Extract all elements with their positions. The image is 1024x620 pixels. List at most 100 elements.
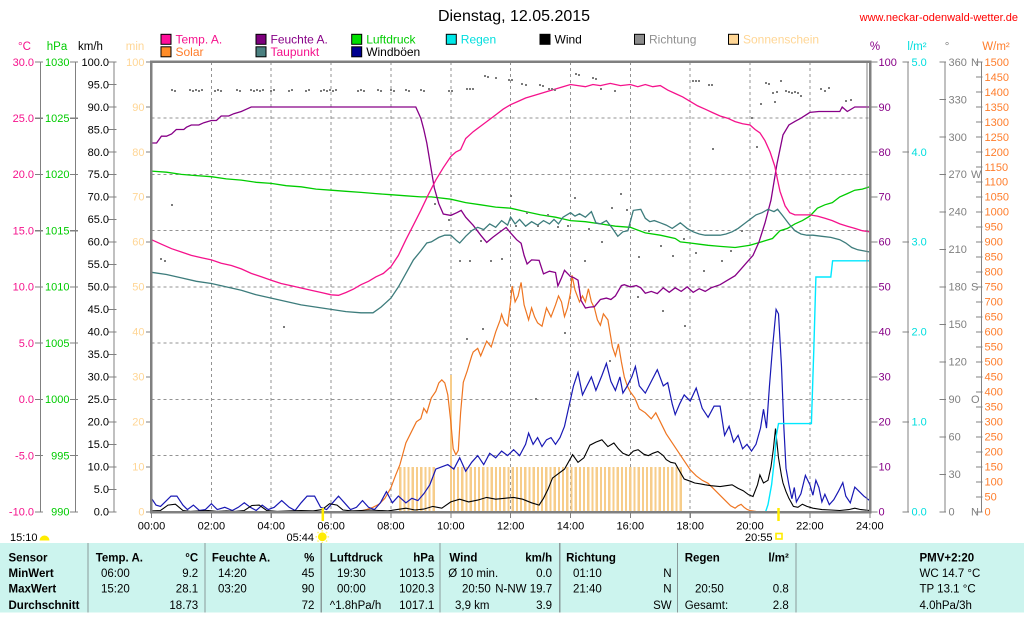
svg-text:0.0: 0.0 bbox=[19, 394, 34, 406]
svg-text:180: 180 bbox=[949, 282, 967, 294]
svg-text:30.0: 30.0 bbox=[13, 57, 34, 69]
svg-text:W: W bbox=[971, 169, 982, 181]
svg-text:120: 120 bbox=[949, 357, 967, 369]
svg-text:600: 600 bbox=[985, 327, 1003, 339]
svg-text:100: 100 bbox=[126, 57, 144, 69]
svg-text:250: 250 bbox=[985, 432, 1003, 444]
svg-text:Regen: Regen bbox=[461, 32, 496, 46]
svg-text:Sonnenschein: Sonnenschein bbox=[743, 32, 819, 46]
svg-text:°C: °C bbox=[185, 553, 198, 565]
svg-text:800: 800 bbox=[985, 267, 1003, 279]
svg-text:90: 90 bbox=[949, 394, 961, 406]
svg-text:1000: 1000 bbox=[45, 394, 69, 406]
svg-text:90: 90 bbox=[132, 102, 144, 114]
svg-text:06:00: 06:00 bbox=[101, 568, 130, 580]
svg-text:N: N bbox=[663, 568, 671, 580]
svg-text:min: min bbox=[126, 41, 145, 53]
svg-text:1005: 1005 bbox=[45, 338, 69, 350]
svg-text:06:00: 06:00 bbox=[317, 521, 345, 533]
svg-text:%: % bbox=[870, 41, 880, 53]
svg-text:20: 20 bbox=[132, 417, 144, 429]
svg-text:MaxWert: MaxWert bbox=[9, 584, 57, 596]
svg-text:2.8: 2.8 bbox=[773, 600, 789, 612]
svg-text:1025: 1025 bbox=[45, 113, 69, 125]
svg-text:60: 60 bbox=[949, 432, 961, 444]
svg-text:850: 850 bbox=[985, 252, 1003, 264]
svg-text:45.0: 45.0 bbox=[88, 304, 109, 316]
svg-text:1017.1: 1017.1 bbox=[399, 600, 434, 612]
svg-text:0: 0 bbox=[949, 507, 955, 519]
svg-text:1050: 1050 bbox=[985, 192, 1009, 204]
svg-text:70: 70 bbox=[132, 192, 144, 204]
svg-text:15:20: 15:20 bbox=[101, 584, 130, 596]
svg-text:100: 100 bbox=[879, 57, 897, 69]
svg-text:20:50: 20:50 bbox=[695, 584, 724, 596]
svg-text:5.0: 5.0 bbox=[94, 484, 109, 496]
svg-text:90: 90 bbox=[879, 102, 891, 114]
svg-text:hPa: hPa bbox=[47, 41, 68, 53]
svg-text:Sensor: Sensor bbox=[9, 553, 49, 565]
svg-text:4.0: 4.0 bbox=[912, 147, 927, 159]
svg-text:1450: 1450 bbox=[985, 72, 1009, 84]
svg-text:5.0: 5.0 bbox=[19, 338, 34, 350]
svg-text:10: 10 bbox=[132, 462, 144, 474]
svg-text:N: N bbox=[971, 507, 979, 519]
svg-text:3.0: 3.0 bbox=[912, 237, 927, 249]
svg-text:70: 70 bbox=[879, 192, 891, 204]
svg-text:Feuchte A.: Feuchte A. bbox=[271, 32, 328, 46]
svg-text:400: 400 bbox=[985, 387, 1003, 399]
svg-text:Dienstag, 12.05.2015: Dienstag, 12.05.2015 bbox=[438, 8, 590, 25]
svg-text:15.0: 15.0 bbox=[88, 439, 109, 451]
svg-text:995: 995 bbox=[51, 450, 69, 462]
svg-text:5.0: 5.0 bbox=[912, 57, 927, 69]
svg-text:30.0: 30.0 bbox=[88, 372, 109, 384]
svg-text:02:00: 02:00 bbox=[198, 521, 226, 533]
svg-text:35.0: 35.0 bbox=[88, 349, 109, 361]
svg-text:95.0: 95.0 bbox=[88, 79, 109, 91]
svg-text:60: 60 bbox=[132, 237, 144, 249]
svg-text:900: 900 bbox=[985, 237, 1003, 249]
svg-text:330: 330 bbox=[949, 94, 967, 106]
svg-text:03:20: 03:20 bbox=[218, 584, 247, 596]
svg-text:14:20: 14:20 bbox=[218, 568, 247, 580]
svg-text:WC 14.7 °C: WC 14.7 °C bbox=[920, 568, 981, 580]
svg-text:10: 10 bbox=[879, 462, 891, 474]
svg-text:25.0: 25.0 bbox=[88, 394, 109, 406]
svg-text:Wind: Wind bbox=[555, 32, 582, 46]
svg-text:1250: 1250 bbox=[985, 132, 1009, 144]
svg-text:Gesamt:: Gesamt: bbox=[685, 600, 728, 612]
svg-text:4.0hPa/3h: 4.0hPa/3h bbox=[920, 600, 972, 612]
svg-text:100.0: 100.0 bbox=[81, 57, 109, 69]
svg-text:05:44: 05:44 bbox=[286, 532, 314, 544]
svg-text:Solar: Solar bbox=[176, 45, 204, 59]
svg-text:20: 20 bbox=[879, 417, 891, 429]
svg-text:3.9: 3.9 bbox=[536, 600, 552, 612]
svg-text:300: 300 bbox=[949, 132, 967, 144]
svg-text:240: 240 bbox=[949, 207, 967, 219]
svg-text:^1.8hPa/h: ^1.8hPa/h bbox=[330, 600, 381, 612]
svg-text:W/m²: W/m² bbox=[982, 41, 1010, 53]
svg-text:1300: 1300 bbox=[985, 117, 1009, 129]
svg-text:0.8: 0.8 bbox=[773, 584, 789, 596]
svg-text:km/h: km/h bbox=[78, 41, 103, 53]
svg-text:60: 60 bbox=[879, 237, 891, 249]
svg-text:30: 30 bbox=[879, 372, 891, 384]
svg-text:28.1: 28.1 bbox=[176, 584, 198, 596]
svg-text:9.2: 9.2 bbox=[182, 568, 198, 580]
svg-text:200: 200 bbox=[985, 447, 1003, 459]
svg-text:990: 990 bbox=[51, 507, 69, 519]
svg-text:1200: 1200 bbox=[985, 147, 1009, 159]
svg-text:Richtung: Richtung bbox=[566, 553, 616, 565]
svg-text:2.0: 2.0 bbox=[912, 327, 927, 339]
svg-text:21:40: 21:40 bbox=[573, 584, 602, 596]
svg-text:0: 0 bbox=[879, 507, 885, 519]
svg-text:45: 45 bbox=[302, 568, 315, 580]
svg-text:650: 650 bbox=[985, 312, 1003, 324]
svg-text:20:50: 20:50 bbox=[462, 584, 491, 596]
svg-text:80.0: 80.0 bbox=[88, 147, 109, 159]
svg-text:500: 500 bbox=[985, 357, 1003, 369]
svg-text:%: % bbox=[304, 553, 314, 565]
svg-text:24:00: 24:00 bbox=[856, 521, 884, 533]
svg-text:N: N bbox=[971, 57, 979, 69]
svg-text:950: 950 bbox=[985, 222, 1003, 234]
